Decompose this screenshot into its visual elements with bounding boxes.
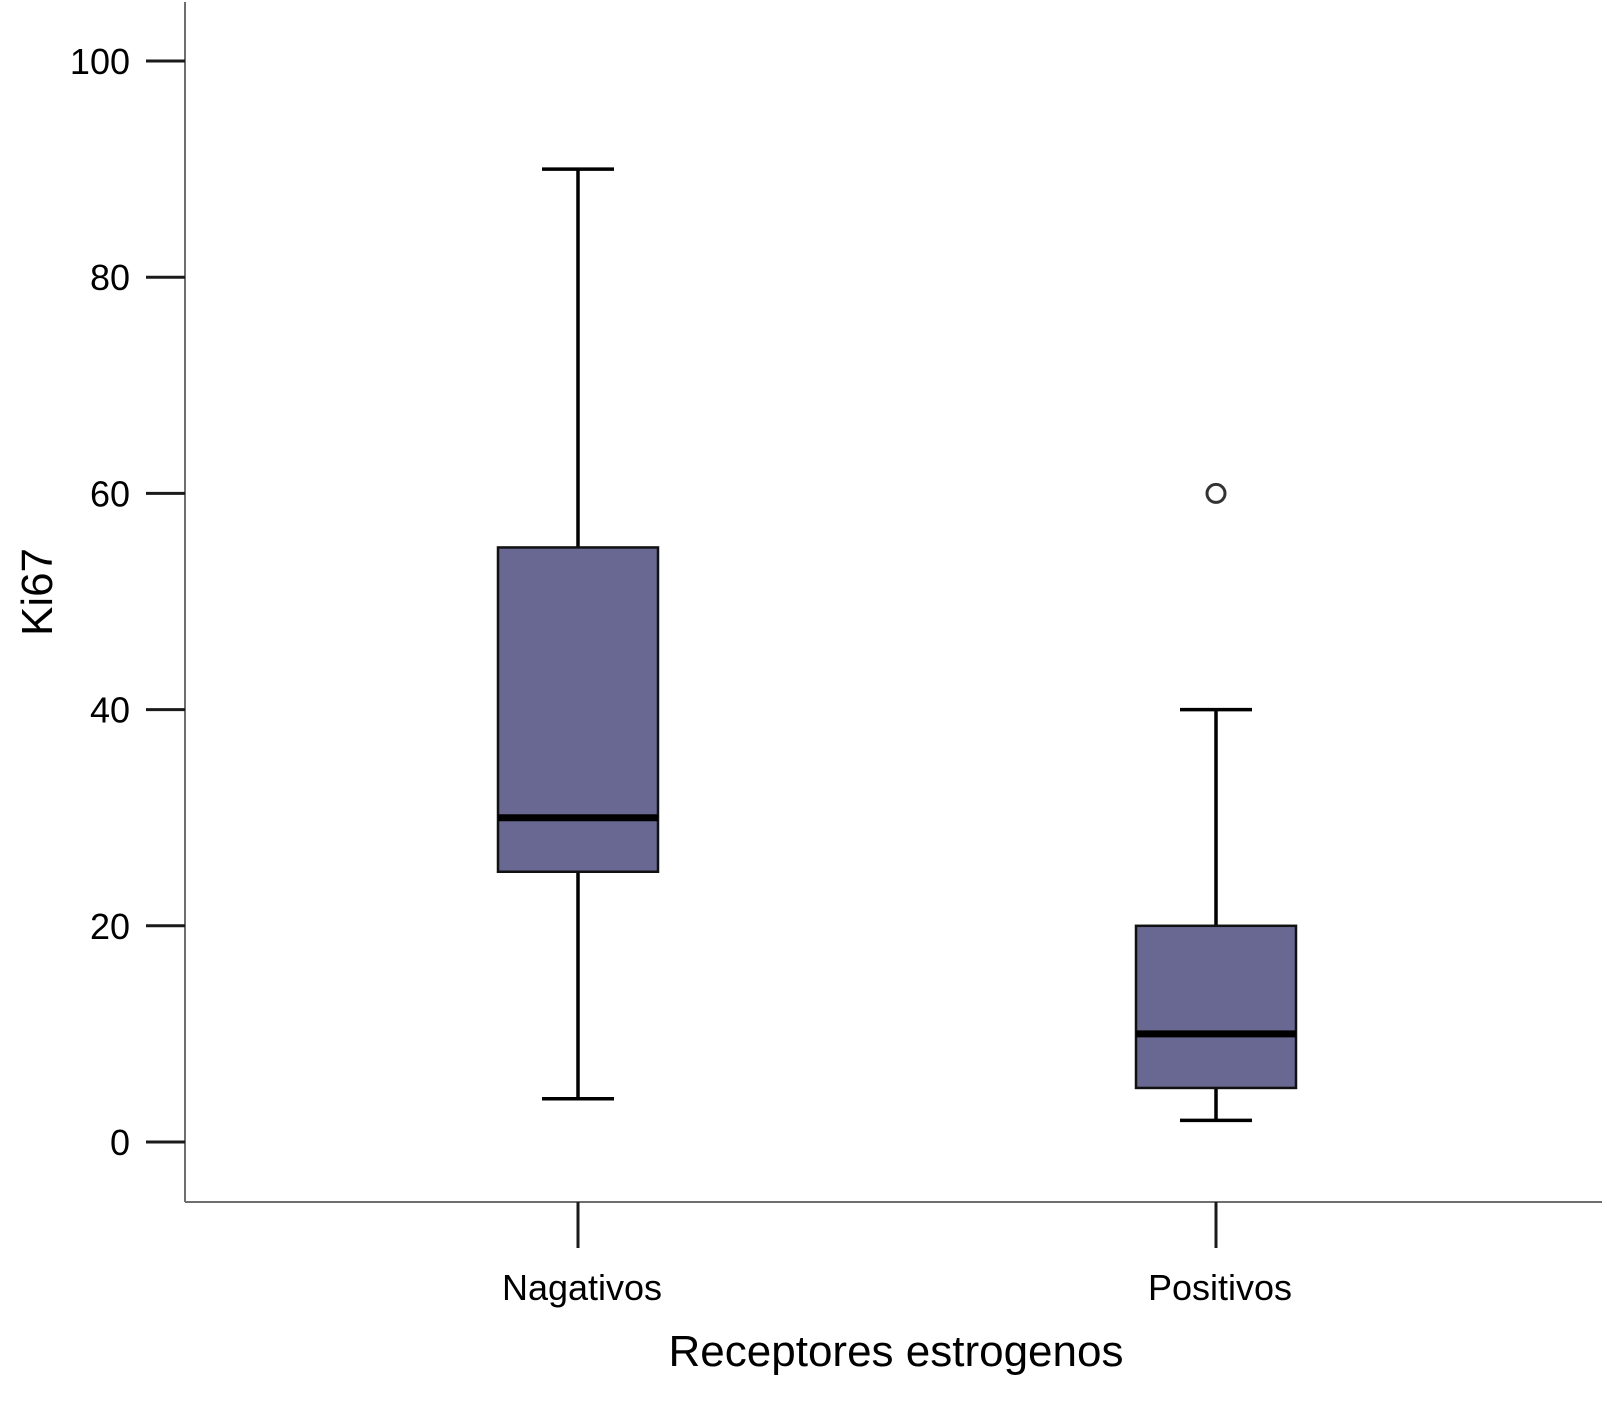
x-tick-label-nagativos: Nagativos <box>502 1267 662 1308</box>
y-tick-label-80: 80 <box>90 257 130 298</box>
box-marks <box>496 167 1298 1123</box>
box-group-positivos <box>1134 482 1298 1123</box>
x-axis-title: Receptores estrogenos <box>669 1327 1124 1376</box>
axes <box>184 2 1602 1203</box>
y-axis-ticks: 0 20 40 60 80 100 <box>70 41 185 1163</box>
x-axis-ticks: Nagativos Positivos <box>502 1202 1292 1308</box>
y-tick-label-100: 100 <box>70 41 130 82</box>
iqr-box-nagativos <box>496 546 660 873</box>
iqr-box-positivos <box>1134 924 1298 1090</box>
x-tick-label-positivos: Positivos <box>1148 1267 1292 1308</box>
y-tick-label-20: 20 <box>90 906 130 947</box>
box-group-nagativos <box>496 167 660 1101</box>
y-tick-label-0: 0 <box>110 1122 130 1163</box>
y-axis-title: Ki67 <box>13 548 62 636</box>
y-tick-label-60: 60 <box>90 473 130 514</box>
outlier-point-positivos-0 <box>1205 482 1227 504</box>
y-tick-label-40: 40 <box>90 690 130 731</box>
